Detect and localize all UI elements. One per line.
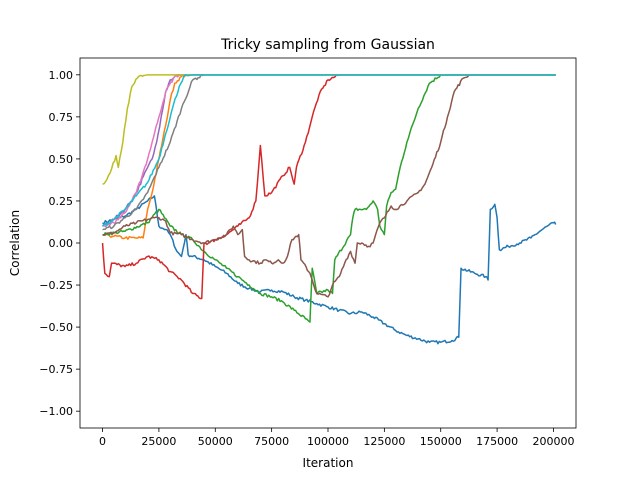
series-layer [101,73,557,345]
y-tick-label: 0.75 [49,111,74,124]
plot-frame [79,57,577,429]
y-tick-label: 1.00 [49,69,74,82]
series-line-10 [101,74,556,227]
x-tick-label: 75000 [254,435,289,448]
x-tick-label: 50000 [198,435,233,448]
chart-title: Tricky sampling from Gaussian [220,37,435,53]
y-tick-label: 0.25 [49,195,74,208]
y-tick-label: −0.75 [39,363,73,376]
x-tick-label: 25000 [141,435,176,448]
x-axis: 0 25000 50000 75000 100000 125000 150000 175000… [99,428,574,448]
plot-area [80,58,576,428]
x-tick-label: 175000 [476,435,518,448]
y-tick-label: −0.50 [39,321,73,334]
y-tick-label: 0.00 [49,237,74,250]
y-tick-label: −0.25 [39,279,73,292]
y-axis-label: Correlation [8,210,22,276]
x-tick-label: 150000 [420,435,462,448]
series-line-1 [102,195,557,345]
x-tick-label: 100000 [307,435,349,448]
y-tick-label: −1.00 [39,405,73,418]
x-axis-label: Iteration [303,456,354,470]
x-tick-label: 200000 [532,435,574,448]
y-tick-label: 0.50 [49,153,74,166]
x-tick-label: 0 [99,435,106,448]
x-tick-label: 125000 [363,435,405,448]
y-axis: −1.00 −0.75 −0.50 −0.25 0.00 0.25 0.50 0.75 1.00 [39,69,80,418]
